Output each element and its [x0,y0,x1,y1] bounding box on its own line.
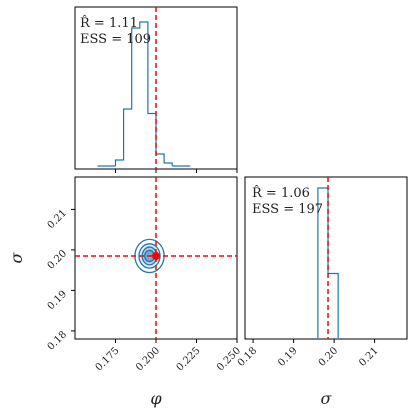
x-tick-label-sigma-2: 0.20 [317,345,341,369]
x-tick-label-sigma-3: 0.21 [357,345,381,369]
marginal-sigma-panel: R̂ = 1.06 ESS = 197 0.18 0.19 0.20 0.21 σ [236,176,408,408]
histogram-steps-sigma [317,187,339,338]
marginal-sigma-frame [244,176,408,340]
y-ticks-sigma: 0.18 0.19 0.20 0.21 [46,208,75,353]
contour-line-2 [138,243,161,269]
marginal-phi-histogram [97,21,238,173]
y-tick-label-sigma-3: 0.21 [46,208,70,232]
histogram-steps-phi [114,21,173,166]
y-axis-label-sigma: σ [7,251,26,263]
marginal-sigma-histogram [317,187,339,338]
joint-panel: 0.175 0.200 0.225 0.250 0.180.190.200.21 φ … [7,176,243,408]
y-tick-label-sigma-2: 0.20 [46,248,70,272]
x-tick-label-phi-2: 0.225 [175,345,203,373]
x-tick-label-sigma-0: 0.18 [236,345,260,369]
rhat-annotation-sigma: R̂ = 1.06 [252,185,310,201]
y-tick-label-sigma-1: 0.19 [46,289,70,313]
marginal-phi-panel: R̂ = 1.11 ESS = 109 [74,6,238,173]
x-ticks-sigma: 0.18 0.19 0.20 0.21 [236,339,381,369]
y-tick-label-sigma-0: 0.18 [46,329,70,353]
x-axis-label-phi: φ [150,389,162,408]
x-axis-label-sigma: σ [321,389,333,408]
x-tick-label-phi-0: 0.175 [94,345,122,373]
x-tick-label-phi-1: 0.200 [134,345,162,373]
truth-point [152,251,160,260]
rhat-annotation-phi: R̂ = 1.11 [80,15,138,31]
x-ticks-phi: 0.175 0.200 0.225 0.250 [94,339,243,373]
ess-annotation-phi: ESS = 109 [80,32,151,47]
ess-annotation-sigma: ESS = 197 [252,202,323,217]
x-tick-label-sigma-1: 0.19 [276,345,300,369]
